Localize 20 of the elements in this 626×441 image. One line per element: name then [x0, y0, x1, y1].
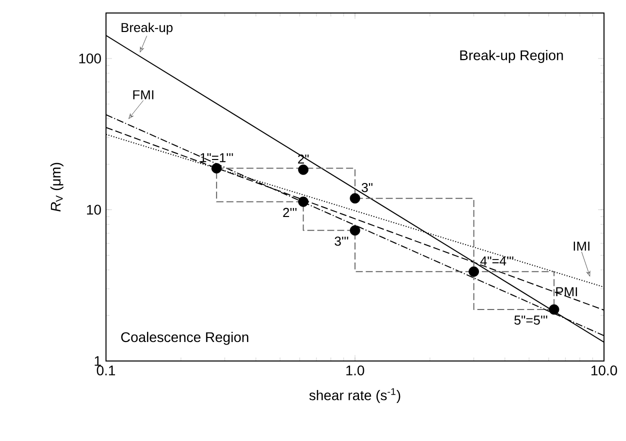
- annotation: 2''': [283, 208, 296, 217]
- x-tick-label: 1.0: [346, 365, 364, 376]
- series-label: Break-up: [122, 22, 173, 35]
- x-tick-label: 0.1: [96, 365, 116, 376]
- annotation: Coalescence Region: [121, 332, 248, 345]
- annotation: 1"=1''': [200, 153, 233, 162]
- annotation: 3": [362, 182, 372, 192]
- y-axis-title: R$_{V}$ (μm): [50, 162, 64, 212]
- annotation: 4"=4''': [480, 256, 514, 266]
- text: IMI: [574, 242, 590, 251]
- annotation: 3''': [334, 236, 348, 246]
- y-tick-label: 100: [79, 54, 101, 64]
- series-label: FMI: [133, 90, 154, 100]
- annotation: 5"=5''': [514, 316, 548, 325]
- annotation: Break-up Region: [460, 50, 563, 63]
- y-tick-label: 1: [94, 356, 101, 366]
- y-tick-label: 10: [87, 204, 101, 215]
- x-axis-title: shear rate (s$^{-1}$): [309, 388, 400, 404]
- series-label: PMI: [556, 287, 577, 296]
- x-tick-label: 10.0: [591, 365, 618, 376]
